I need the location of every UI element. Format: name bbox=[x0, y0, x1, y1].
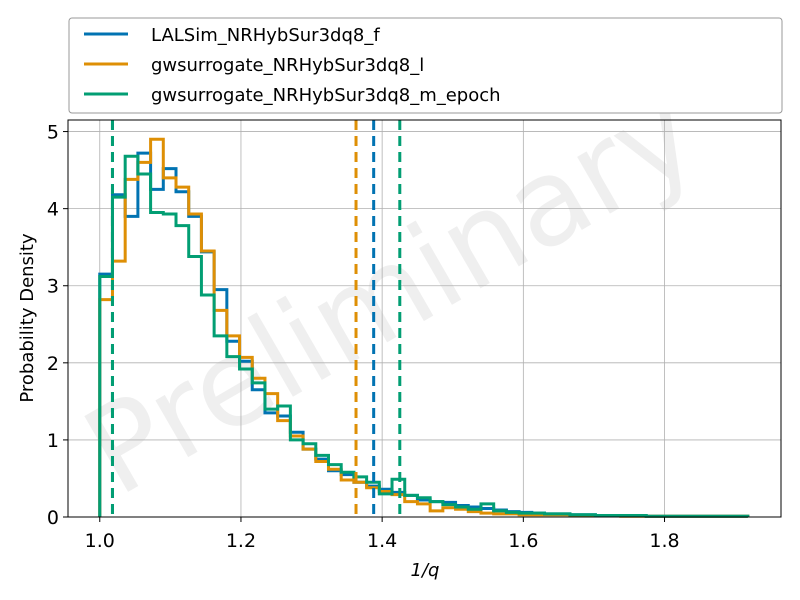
x-tick-label: 1.6 bbox=[508, 530, 538, 552]
x-tick-label: 1.2 bbox=[226, 530, 256, 552]
x-tick-label: 1.4 bbox=[367, 530, 397, 552]
y-tick-label: 5 bbox=[47, 122, 59, 144]
watermark-text: Preliminary bbox=[63, 64, 719, 523]
y-tick-label: 0 bbox=[47, 507, 59, 529]
y-axis-label: Probability Density bbox=[17, 233, 38, 403]
median-lines-layer bbox=[110, 120, 402, 517]
legend-label-gwsurrogate-m-epoch: gwsurrogate_NRHybSur3dq8_m_epoch bbox=[151, 85, 501, 106]
tick-layer: 1.0 1.2 1.4 1.6 1.8 0 1 2 3 4 5 bbox=[47, 122, 680, 552]
legend-label-lalsim: LALSim_NRHybSur3dq8_f bbox=[151, 25, 380, 46]
series-layer bbox=[98, 137, 750, 518]
plot-area-frame bbox=[67, 119, 782, 518]
y-tick-label: 3 bbox=[47, 276, 59, 298]
histogram-series-2 bbox=[98, 154, 750, 518]
x-axis-label: 1/q bbox=[411, 560, 440, 581]
y-tick-label: 2 bbox=[47, 353, 59, 375]
y-tick-label: 4 bbox=[47, 199, 59, 221]
legend: LALSim_NRHybSur3dq8_f gwsurrogate_NRHybS… bbox=[68, 17, 783, 114]
legend-frame bbox=[68, 17, 783, 114]
y-tick-label: 1 bbox=[47, 430, 59, 452]
legend-label-gwsurrogate-l: gwsurrogate_NRHybSur3dq8_l bbox=[151, 55, 424, 76]
watermark-layer: Preliminary bbox=[63, 64, 719, 523]
x-tick-label: 1.8 bbox=[649, 530, 679, 552]
x-tick-label: 1.0 bbox=[85, 530, 115, 552]
